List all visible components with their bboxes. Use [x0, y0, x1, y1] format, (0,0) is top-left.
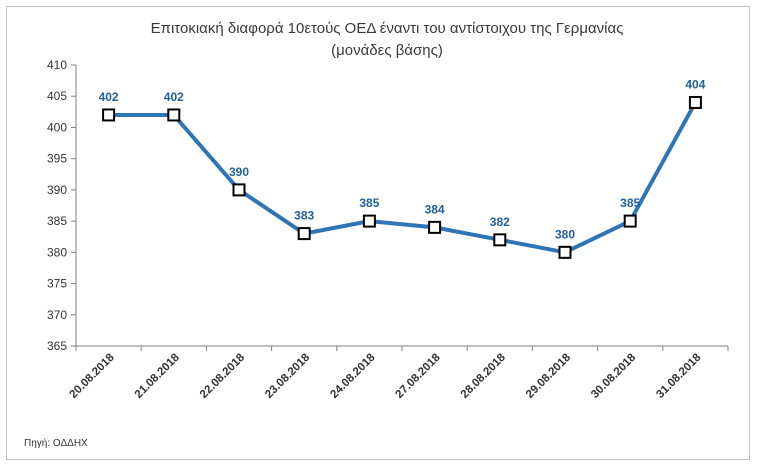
series-line — [108, 101, 698, 255]
x-tick-label: 24.08.2018 — [328, 351, 378, 401]
y-tick-label: 370 — [47, 308, 67, 322]
y-tick-label: 395 — [47, 152, 67, 166]
data-point-marker — [623, 214, 637, 228]
x-tick-label: 23.08.2018 — [263, 351, 313, 401]
x-tick-label: 30.08.2018 — [589, 351, 639, 401]
y-axis-ticks: 365 370 375 380 385 390 395 400 405 410 — [47, 58, 76, 353]
y-tick-label: 410 — [47, 58, 67, 72]
source-note: Πηγή: ΟΔΔΗΧ — [24, 437, 88, 449]
data-labels: 402 402 390 383 385 384 382 380 385 404 — [99, 77, 706, 241]
data-label: 382 — [490, 215, 510, 229]
data-point-marker — [558, 245, 572, 259]
y-tick-label: 375 — [47, 277, 67, 291]
data-label: 404 — [685, 77, 705, 91]
y-tick-label: 385 — [47, 214, 67, 228]
x-tick-label: 22.08.2018 — [198, 351, 248, 401]
data-label: 385 — [620, 196, 640, 210]
x-tick-label: 21.08.2018 — [133, 351, 183, 401]
chart-title-line1: Επιτοκιακή διαφορά 10ετούς ΟΕΔ έναντι το… — [151, 20, 624, 37]
data-point-marker — [428, 220, 442, 234]
data-point-marker — [493, 233, 507, 247]
y-tick-label: 400 — [47, 120, 67, 134]
data-point-marker — [688, 95, 702, 109]
data-point-marker — [167, 108, 181, 122]
chart-frame — [6, 6, 750, 460]
y-tick-label: 405 — [47, 89, 67, 103]
y-tick-label: 365 — [47, 339, 67, 353]
data-label: 390 — [229, 165, 249, 179]
data-markers — [102, 95, 702, 259]
data-point-marker — [362, 214, 376, 228]
data-point-marker — [102, 108, 116, 122]
x-tick-label: 28.08.2018 — [459, 351, 509, 401]
x-tick-label: 20.08.2018 — [68, 351, 118, 401]
y-tick-label: 380 — [47, 245, 67, 259]
x-tick-label: 27.08.2018 — [394, 351, 444, 401]
chart-title-line2: (μονάδες βάσης) — [331, 42, 443, 59]
data-label: 383 — [294, 209, 314, 223]
x-axis-ticks: 20.08.2018 21.08.2018 22.08.2018 23.08.2018… — [68, 346, 729, 401]
data-point-marker — [232, 183, 246, 197]
data-point-marker — [297, 227, 311, 241]
data-label: 380 — [555, 227, 575, 241]
data-label: 402 — [99, 90, 119, 104]
x-tick-label: 29.08.2018 — [524, 351, 574, 401]
data-label: 402 — [164, 90, 184, 104]
x-tick-label: 31.08.2018 — [654, 351, 704, 401]
y-tick-label: 390 — [47, 183, 67, 197]
data-label: 385 — [359, 196, 379, 210]
data-label: 384 — [425, 202, 445, 216]
